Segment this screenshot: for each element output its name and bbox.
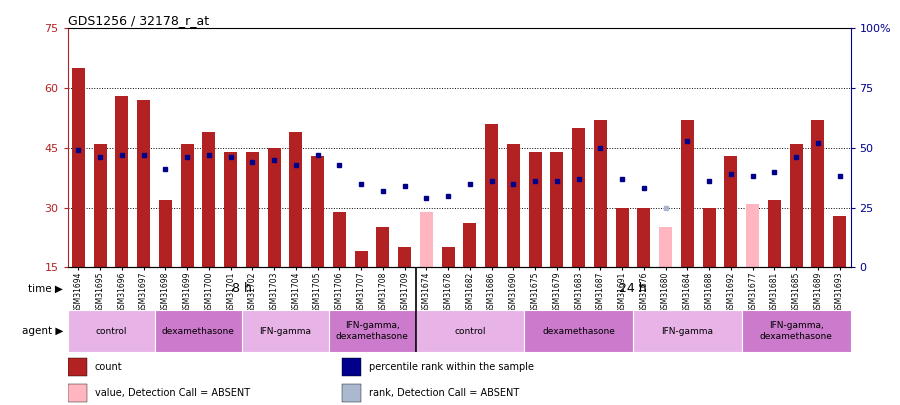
Bar bbox=[72, 68, 85, 267]
Bar bbox=[68, 358, 87, 376]
Bar bbox=[659, 228, 672, 267]
Bar bbox=[137, 100, 150, 267]
Bar bbox=[376, 228, 390, 267]
Bar bbox=[637, 207, 651, 267]
Bar bbox=[550, 152, 563, 267]
Bar bbox=[833, 215, 846, 267]
Bar bbox=[724, 156, 737, 267]
Bar bbox=[241, 310, 328, 352]
Text: GDS1256 / 32178_r_at: GDS1256 / 32178_r_at bbox=[68, 14, 209, 27]
Bar bbox=[224, 152, 237, 267]
Text: control: control bbox=[95, 326, 127, 336]
Bar bbox=[485, 124, 499, 267]
Bar bbox=[812, 120, 824, 267]
Text: IFN-gamma,
dexamethasone: IFN-gamma, dexamethasone bbox=[336, 322, 409, 341]
Bar bbox=[159, 200, 172, 267]
Bar bbox=[398, 247, 411, 267]
Bar bbox=[267, 148, 281, 267]
Text: control: control bbox=[454, 326, 486, 336]
Text: agent ▶: agent ▶ bbox=[22, 326, 63, 336]
Bar bbox=[115, 96, 129, 267]
Text: value, Detection Call = ABSENT: value, Detection Call = ABSENT bbox=[94, 388, 250, 398]
Bar bbox=[94, 144, 106, 267]
Text: 24 h: 24 h bbox=[619, 282, 647, 295]
Text: IFN-gamma: IFN-gamma bbox=[662, 326, 714, 336]
Bar bbox=[442, 247, 454, 267]
Bar bbox=[341, 358, 361, 376]
Text: dexamethasone: dexamethasone bbox=[162, 326, 234, 336]
Text: rank, Detection Call = ABSENT: rank, Detection Call = ABSENT bbox=[369, 388, 519, 398]
Bar bbox=[572, 128, 585, 267]
Bar bbox=[181, 144, 194, 267]
Bar bbox=[703, 207, 716, 267]
Bar bbox=[68, 310, 155, 352]
Bar bbox=[68, 384, 87, 403]
Bar bbox=[246, 152, 259, 267]
Bar bbox=[355, 252, 367, 267]
Bar bbox=[789, 144, 803, 267]
Bar bbox=[746, 204, 760, 267]
Text: 8 h: 8 h bbox=[231, 282, 251, 295]
Text: IFN-gamma: IFN-gamma bbox=[259, 326, 311, 336]
Bar bbox=[333, 211, 346, 267]
Bar bbox=[290, 132, 302, 267]
Bar bbox=[633, 310, 742, 352]
Text: percentile rank within the sample: percentile rank within the sample bbox=[369, 362, 534, 371]
Bar bbox=[594, 120, 607, 267]
Bar bbox=[416, 310, 524, 352]
Bar bbox=[341, 384, 361, 403]
Bar bbox=[768, 200, 781, 267]
Text: count: count bbox=[94, 362, 122, 371]
Bar bbox=[419, 211, 433, 267]
Bar bbox=[328, 310, 416, 352]
Bar bbox=[681, 120, 694, 267]
Bar bbox=[616, 207, 629, 267]
Bar bbox=[742, 310, 850, 352]
Bar bbox=[155, 310, 241, 352]
Bar bbox=[311, 156, 324, 267]
Text: IFN-gamma,
dexamethasone: IFN-gamma, dexamethasone bbox=[760, 322, 833, 341]
Text: dexamethasone: dexamethasone bbox=[542, 326, 615, 336]
Bar bbox=[528, 152, 542, 267]
Bar bbox=[507, 144, 520, 267]
Bar bbox=[524, 310, 633, 352]
Bar bbox=[202, 132, 215, 267]
Text: time ▶: time ▶ bbox=[28, 284, 63, 294]
Bar bbox=[464, 224, 476, 267]
